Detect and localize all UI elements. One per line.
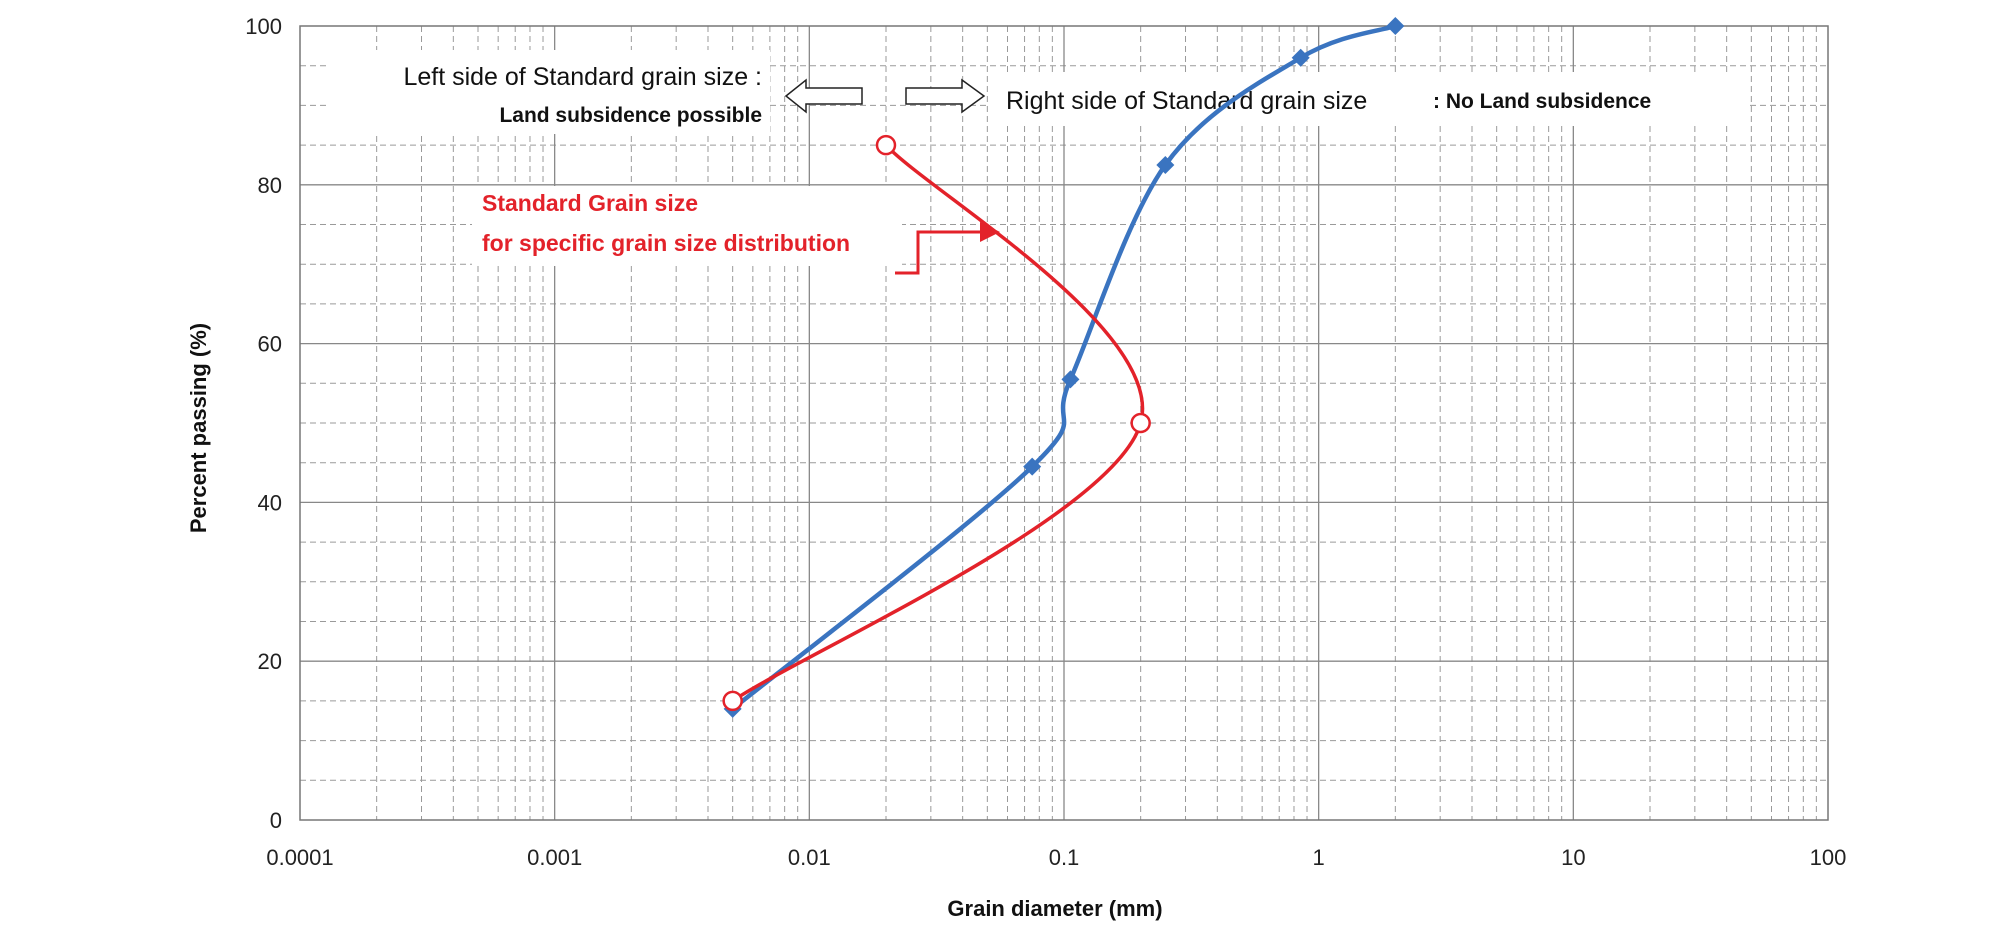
red-pointer-arrow [895,230,980,275]
red-annotation-line2: for specific grain size distribution [482,230,850,256]
y-tick-label: 100 [245,14,282,39]
y-tick-label: 20 [258,649,282,674]
right-arrow-icon [905,78,986,114]
x-tick-label: 0.01 [788,845,831,870]
blue-diamond-marker [1291,48,1310,67]
x-tick-label: 0.0001 [266,845,333,870]
x-tick-label: 100 [1810,845,1847,870]
red-circle-marker [1130,412,1151,434]
x-tick-label: 0.001 [527,845,582,870]
y-tick-labels: 0 20 40 60 80 100 [245,14,282,833]
x-tick-label: 1 [1313,845,1325,870]
left-annotation-box [330,50,770,134]
red-series-markers [722,134,1151,712]
x-tick-label: 0.1 [1049,845,1080,870]
x-axis-title: Grain diameter (mm) [947,896,1162,921]
blue-diamond-marker [1023,457,1042,476]
y-tick-label: 60 [258,332,282,357]
right-annotation-line2: : No Land subsidence [1433,90,1651,113]
x-tick-label: 10 [1561,845,1585,870]
blue-diamond-marker [1156,155,1175,174]
blue-diamond-marker [1386,17,1405,35]
left-annotation-line2: Land subsidence possible [499,104,762,127]
red-pointer-arrowhead-icon [980,222,1000,242]
red-circle-marker [875,134,897,156]
plot-frame [299,25,1829,821]
left-annotation-line1: Left side of Standard grain size : [403,63,762,91]
x-tick-labels: 0.0001 0.001 0.01 0.1 1 10 100 [266,845,1846,870]
blue-diamond-marker [1061,370,1080,389]
y-tick-label: 0 [270,808,282,833]
y-axis-title: Percent passing (%) [186,323,211,533]
red-circle-marker [722,690,743,712]
left-arrow-icon [784,78,863,114]
right-annotation-line1: Right side of Standard grain size [1006,87,1367,115]
red-annotation-line1: Standard Grain size [482,190,698,216]
red-annotation-box [472,186,902,266]
right-annotation-box [990,72,1746,126]
y-tick-label: 40 [258,490,282,515]
y-tick-label: 80 [258,173,282,198]
